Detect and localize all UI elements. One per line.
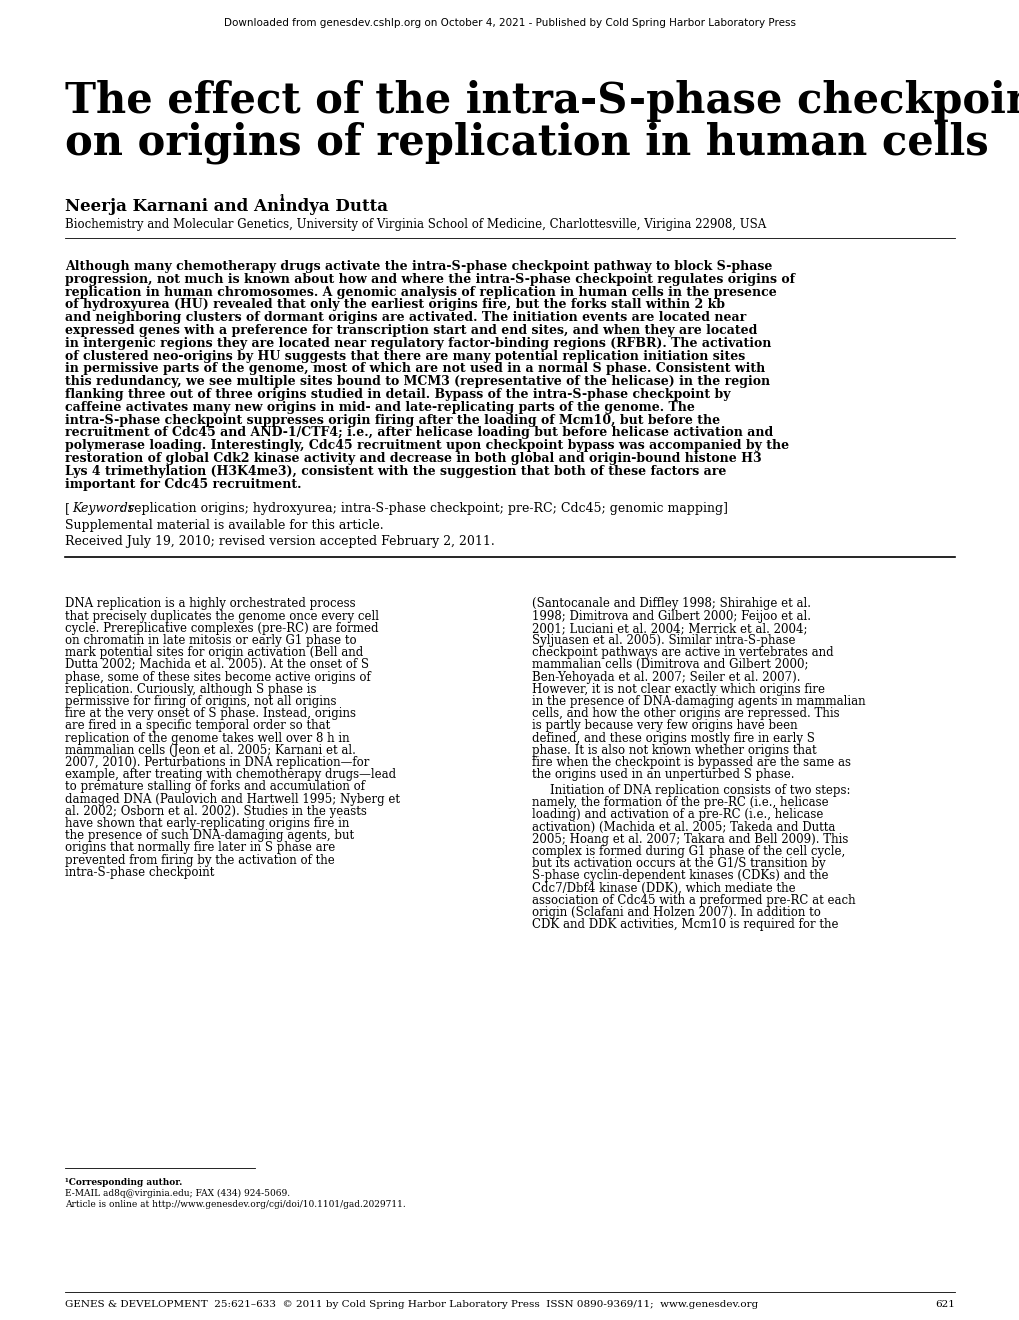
Text: mark potential sites for origin activation (Bell and: mark potential sites for origin activati… — [65, 647, 363, 659]
Text: have shown that early-replicating origins fire in: have shown that early-replicating origin… — [65, 817, 350, 830]
Text: Dutta 2002; Machida et al. 2005). At the onset of S: Dutta 2002; Machida et al. 2005). At the… — [65, 659, 369, 672]
Text: Biochemistry and Molecular Genetics, University of Virginia School of Medicine, : Biochemistry and Molecular Genetics, Uni… — [65, 218, 765, 231]
Text: replication in human chromosomes. A genomic analysis of replication in human cel: replication in human chromosomes. A geno… — [65, 285, 776, 298]
Text: cells, and how the other origins are repressed. This: cells, and how the other origins are rep… — [532, 708, 839, 721]
Text: loading) and activation of a pre-RC (i.e., helicase: loading) and activation of a pre-RC (i.e… — [532, 808, 822, 821]
Text: example, after treating with chemotherapy drugs—lead: example, after treating with chemotherap… — [65, 768, 395, 781]
Text: origin (Sclafani and Holzen 2007). In addition to: origin (Sclafani and Holzen 2007). In ad… — [532, 906, 820, 919]
Text: ¹Corresponding author.: ¹Corresponding author. — [65, 1177, 182, 1187]
Text: al. 2002; Osborn et al. 2002). Studies in the yeasts: al. 2002; Osborn et al. 2002). Studies i… — [65, 805, 367, 818]
Text: prevented from firing by the activation of the: prevented from firing by the activation … — [65, 854, 334, 867]
Text: Lys 4 trimethylation (H3K4me3), consistent with the suggestion that both of thes: Lys 4 trimethylation (H3K4me3), consiste… — [65, 465, 726, 478]
Text: 2007, 2010). Perturbations in DNA replication—for: 2007, 2010). Perturbations in DNA replic… — [65, 756, 369, 770]
Text: but its activation occurs at the G1/S transition by: but its activation occurs at the G1/S tr… — [532, 857, 824, 870]
Text: Received July 19, 2010; revised version accepted February 2, 2011.: Received July 19, 2010; revised version … — [65, 536, 494, 548]
Text: 2001; Luciani et al. 2004; Merrick et al. 2004;: 2001; Luciani et al. 2004; Merrick et al… — [532, 622, 807, 635]
Text: this redundancy, we see multiple sites bound to MCM3 (representative of the heli: this redundancy, we see multiple sites b… — [65, 375, 769, 388]
Text: 1: 1 — [279, 194, 285, 203]
Text: namely, the formation of the pre-RC (i.e., helicase: namely, the formation of the pre-RC (i.e… — [532, 796, 827, 809]
Text: permissive for firing of origins, not all origins: permissive for firing of origins, not al… — [65, 696, 336, 708]
Text: The effect of the intra-S-phase checkpoint: The effect of the intra-S-phase checkpoi… — [65, 81, 1019, 121]
Text: of hydroxyurea (HU) revealed that only the earliest origins fire, but the forks : of hydroxyurea (HU) revealed that only t… — [65, 298, 725, 312]
Text: important for Cdc45 recruitment.: important for Cdc45 recruitment. — [65, 478, 302, 491]
Text: S-phase cyclin-dependent kinases (CDKs) and the: S-phase cyclin-dependent kinases (CDKs) … — [532, 870, 827, 883]
Text: fire when the checkpoint is bypassed are the same as: fire when the checkpoint is bypassed are… — [532, 756, 850, 770]
Text: Ben-Yehoyada et al. 2007; Seiler et al. 2007).: Ben-Yehoyada et al. 2007; Seiler et al. … — [532, 671, 800, 684]
Text: that precisely duplicates the genome once every cell: that precisely duplicates the genome onc… — [65, 610, 379, 623]
Text: 2005; Hoang et al. 2007; Takara and Bell 2009). This: 2005; Hoang et al. 2007; Takara and Bell… — [532, 833, 848, 846]
Text: phase, some of these sites become active origins of: phase, some of these sites become active… — [65, 671, 370, 684]
Text: in permissive parts of the genome, most of which are not used in a normal S phas: in permissive parts of the genome, most … — [65, 363, 764, 375]
Text: fire at the very onset of S phase. Instead, origins: fire at the very onset of S phase. Inste… — [65, 708, 356, 721]
Text: Downloaded from genesdev.cshlp.org on October 4, 2021 - Published by Cold Spring: Downloaded from genesdev.cshlp.org on Oc… — [224, 18, 795, 28]
Text: to premature stalling of forks and accumulation of: to premature stalling of forks and accum… — [65, 780, 365, 793]
Text: expressed genes with a preference for transcription start and end sites, and whe: expressed genes with a preference for tr… — [65, 323, 757, 337]
Text: the presence of such DNA-damaging agents, but: the presence of such DNA-damaging agents… — [65, 829, 354, 842]
Text: origins that normally fire later in S phase are: origins that normally fire later in S ph… — [65, 841, 335, 854]
Text: progression, not much is known about how and where the intra-S-phase checkpoint : progression, not much is known about how… — [65, 273, 794, 286]
Text: mammalian cells (Jeon et al. 2005; Karnani et al.: mammalian cells (Jeon et al. 2005; Karna… — [65, 743, 356, 756]
Text: recruitment of Cdc45 and AND-1/CTF4; i.e., after helicase loading but before hel: recruitment of Cdc45 and AND-1/CTF4; i.e… — [65, 426, 772, 440]
Text: in intergenic regions they are located near regulatory factor-binding regions (R: in intergenic regions they are located n… — [65, 337, 770, 350]
Text: on chromatin in late mitosis or early G1 phase to: on chromatin in late mitosis or early G1… — [65, 634, 357, 647]
Text: intra-S-phase checkpoint: intra-S-phase checkpoint — [65, 866, 214, 879]
Text: complex is formed during G1 phase of the cell cycle,: complex is formed during G1 phase of the… — [532, 845, 845, 858]
Text: Initiation of DNA replication consists of two steps:: Initiation of DNA replication consists o… — [549, 784, 850, 797]
Text: damaged DNA (Paulovich and Hartwell 1995; Nyberg et: damaged DNA (Paulovich and Hartwell 1995… — [65, 792, 399, 805]
Text: on origins of replication in human cells: on origins of replication in human cells — [65, 121, 987, 165]
Text: and neighboring clusters of dormant origins are activated. The initiation events: and neighboring clusters of dormant orig… — [65, 312, 746, 325]
Text: CDK and DDK activities, Mcm10 is required for the: CDK and DDK activities, Mcm10 is require… — [532, 919, 838, 932]
Text: However, it is not clear exactly which origins fire: However, it is not clear exactly which o… — [532, 682, 824, 696]
Text: 1998; Dimitrova and Gilbert 2000; Feijoo et al.: 1998; Dimitrova and Gilbert 2000; Feijoo… — [532, 610, 810, 623]
Text: : replication origins; hydroxyurea; intra-S-phase checkpoint; pre-RC; Cdc45; gen: : replication origins; hydroxyurea; intr… — [120, 503, 728, 515]
Text: Although many chemotherapy drugs activate the intra-S-phase checkpoint pathway t: Although many chemotherapy drugs activat… — [65, 260, 771, 273]
Text: in the presence of DNA-damaging agents in mammalian: in the presence of DNA-damaging agents i… — [532, 696, 865, 708]
Text: Supplemental material is available for this article.: Supplemental material is available for t… — [65, 519, 383, 532]
Text: is partly because very few origins have been: is partly because very few origins have … — [532, 719, 797, 733]
Text: E-MAIL ad8q@virginia.edu; FAX (434) 924-5069.: E-MAIL ad8q@virginia.edu; FAX (434) 924-… — [65, 1189, 289, 1199]
Text: replication. Curiously, although S phase is: replication. Curiously, although S phase… — [65, 682, 316, 696]
Text: of clustered neo-origins by HU suggests that there are many potential replicatio: of clustered neo-origins by HU suggests … — [65, 350, 745, 363]
Text: Keywords: Keywords — [72, 503, 133, 515]
Text: 621: 621 — [934, 1300, 954, 1309]
Text: Article is online at http://www.genesdev.org/cgi/doi/10.1101/gad.2029711.: Article is online at http://www.genesdev… — [65, 1200, 406, 1209]
Text: replication of the genome takes well over 8 h in: replication of the genome takes well ove… — [65, 731, 350, 744]
Text: mammalian cells (Dimitrova and Gilbert 2000;: mammalian cells (Dimitrova and Gilbert 2… — [532, 659, 808, 672]
Text: the origins used in an unperturbed S phase.: the origins used in an unperturbed S pha… — [532, 768, 794, 781]
Text: association of Cdc45 with a preformed pre-RC at each: association of Cdc45 with a preformed pr… — [532, 894, 855, 907]
Text: GENES & DEVELOPMENT  25:621–633  © 2011 by Cold Spring Harbor Laboratory Press  : GENES & DEVELOPMENT 25:621–633 © 2011 by… — [65, 1300, 757, 1309]
Text: intra-S-phase checkpoint suppresses origin firing after the loading of Mcm10, bu: intra-S-phase checkpoint suppresses orig… — [65, 413, 719, 426]
Text: Neerja Karnani and Anindya Dutta: Neerja Karnani and Anindya Dutta — [65, 198, 387, 215]
Text: defined, and these origins mostly fire in early S: defined, and these origins mostly fire i… — [532, 731, 814, 744]
Text: (Santocanale and Diffley 1998; Shirahige et al.: (Santocanale and Diffley 1998; Shirahige… — [532, 598, 810, 610]
Text: polymerase loading. Interestingly, Cdc45 recruitment upon checkpoint bypass was : polymerase loading. Interestingly, Cdc45… — [65, 440, 789, 453]
Text: restoration of global Cdk2 kinase activity and decrease in both global and origi: restoration of global Cdk2 kinase activi… — [65, 451, 761, 465]
Text: Syljuasen et al. 2005). Similar intra-S-phase: Syljuasen et al. 2005). Similar intra-S-… — [532, 634, 795, 647]
Text: activation) (Machida et al. 2005; Takeda and Dutta: activation) (Machida et al. 2005; Takeda… — [532, 821, 835, 834]
Text: flanking three out of three origins studied in detail. Bypass of the intra-S-pha: flanking three out of three origins stud… — [65, 388, 730, 401]
Text: cycle. Prereplicative complexes (pre-RC) are formed: cycle. Prereplicative complexes (pre-RC)… — [65, 622, 378, 635]
Text: caffeine activates many new origins in mid- and late-replicating parts of the ge: caffeine activates many new origins in m… — [65, 401, 694, 413]
Text: Cdc7/Dbf4 kinase (DDK), which mediate the: Cdc7/Dbf4 kinase (DDK), which mediate th… — [532, 882, 795, 895]
Text: are fired in a specific temporal order so that: are fired in a specific temporal order s… — [65, 719, 330, 733]
Text: checkpoint pathways are active in vertebrates and: checkpoint pathways are active in verteb… — [532, 647, 833, 659]
Text: [: [ — [65, 503, 70, 515]
Text: DNA replication is a highly orchestrated process: DNA replication is a highly orchestrated… — [65, 598, 356, 610]
Text: phase. It is also not known whether origins that: phase. It is also not known whether orig… — [532, 743, 816, 756]
